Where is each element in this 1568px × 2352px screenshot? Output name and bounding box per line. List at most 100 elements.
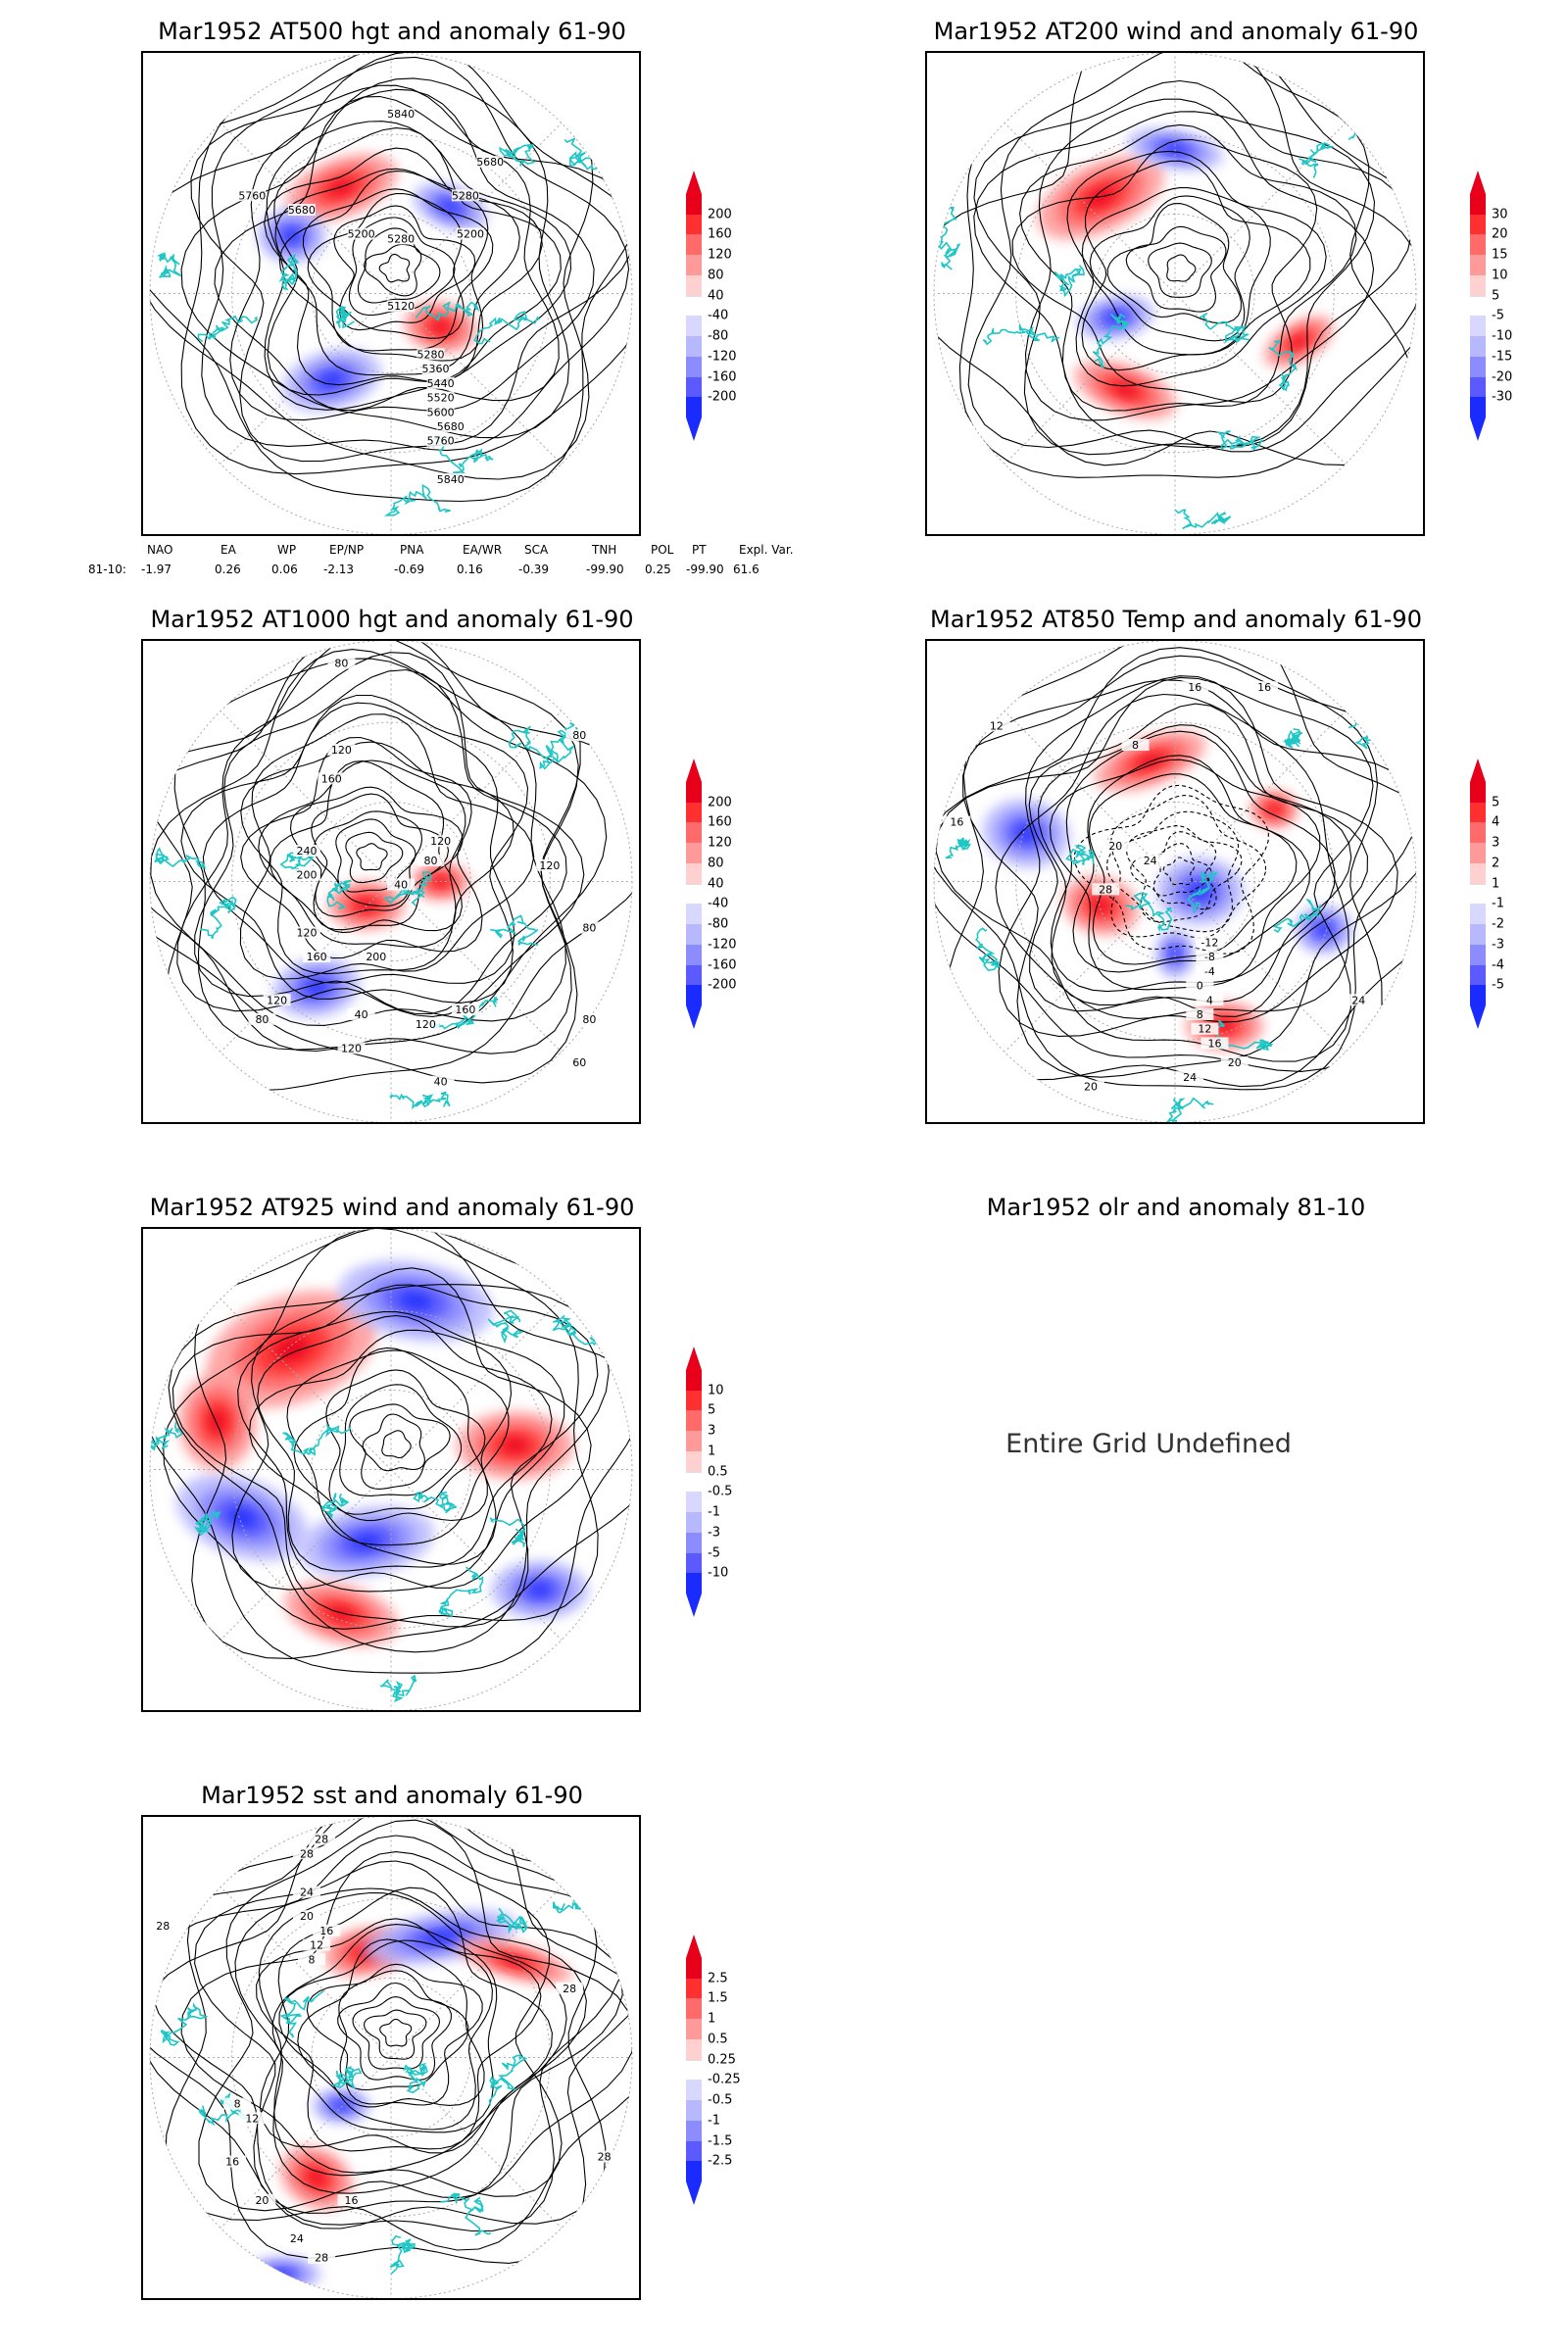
contour-line — [356, 843, 388, 871]
colorbar-at1000: 200 160 120 80 40 -40 -80 -120 -160 -200 — [686, 759, 737, 1029]
colorbar-label: 1 — [708, 1444, 716, 1459]
colorbar-label: -5 — [1492, 977, 1504, 993]
contour-line — [239, 713, 535, 980]
latitude-circle — [1015, 133, 1335, 454]
contour-label: 80 — [334, 658, 348, 670]
contour-label-bg — [476, 155, 505, 168]
contour-label: 5840 — [437, 473, 465, 486]
coastline — [389, 2234, 416, 2275]
colorbar-segment — [686, 2080, 702, 2101]
contour-label: 5120 — [387, 300, 415, 313]
longitude-line — [1174, 710, 1347, 882]
colorbar-segment — [686, 2019, 702, 2040]
colorbar-segment — [686, 356, 702, 378]
contour-label-bg — [426, 406, 455, 418]
contour-label-bg — [426, 1075, 455, 1088]
colorbar-segment — [1470, 316, 1486, 337]
index-header: EP/NP — [329, 543, 365, 557]
negative-anomaly-shade — [1170, 948, 1180, 959]
colorbar-label: -160 — [708, 369, 737, 385]
positive-anomaly-shade — [328, 179, 355, 196]
contour-line — [338, 1970, 469, 2091]
colorbar-segment — [686, 274, 702, 297]
streamline — [172, 1284, 599, 1628]
streamline — [237, 1311, 565, 1592]
contour-label-bg — [387, 232, 416, 245]
contour-line — [306, 1963, 483, 2106]
contour-label: 5280 — [387, 232, 415, 245]
contour-label-bg — [282, 2232, 311, 2245]
contour-line — [311, 793, 450, 917]
colorbar-at850: 5 4 3 2 1 -1 -2 -3 -4 -5 — [1470, 759, 1504, 1029]
contour-label: 5760 — [238, 189, 266, 202]
contour-label-bg — [421, 363, 450, 375]
contour-label: 5520 — [427, 392, 455, 405]
contour-line — [313, 810, 423, 907]
colorbar-label: -5 — [708, 1545, 720, 1561]
index-header: POL — [651, 543, 674, 557]
contour-label: 12 — [310, 1939, 323, 1952]
colorbar-segment — [1470, 843, 1486, 864]
colorbar-segment — [686, 1512, 702, 1534]
colorbar-segment — [1470, 214, 1486, 235]
contour-label-bg — [436, 472, 465, 485]
contour-line — [201, 56, 630, 452]
contour-label-bg — [1250, 681, 1279, 694]
contour-label-bg — [219, 2155, 247, 2168]
streamline — [362, 1413, 425, 1472]
contour-label-bg — [313, 1924, 341, 1936]
contour-label-bg — [426, 835, 455, 848]
colorbar-label: 5 — [708, 1402, 716, 1418]
colorbar-at500: 200 160 120 80 40 -40 -80 -120 -160 -200 — [686, 171, 737, 441]
contour-label-bg — [1092, 883, 1120, 896]
contour-label-bg — [292, 926, 320, 939]
contour-label-bg — [223, 2097, 252, 2110]
latitude-circle — [231, 1309, 551, 1630]
contour-line — [1152, 843, 1212, 897]
index-header: EA — [220, 543, 236, 557]
contour-line — [150, 641, 579, 1054]
colorbar-label: -30 — [1492, 389, 1513, 405]
contour-label-bg — [303, 951, 331, 963]
coastline — [490, 914, 539, 947]
colorbar-min-arrow — [686, 1593, 702, 1617]
contour-line — [1105, 810, 1240, 933]
coastline — [1174, 509, 1232, 530]
panel-title-at925: Mar1952 AT925 wind and anomaly 61-90 — [149, 1194, 635, 1221]
longitude-line — [1174, 881, 1347, 1053]
contour-line — [274, 168, 520, 376]
contour-label: 16 — [319, 1925, 333, 1937]
contour-label-bg — [456, 227, 484, 240]
colorbar-segment — [686, 1532, 702, 1554]
contour-line — [962, 679, 1416, 1078]
colorbar-label: -4 — [1492, 957, 1504, 973]
colorbar-label: 2.5 — [708, 1971, 728, 1986]
colorbar-label: -80 — [708, 328, 729, 344]
colorbar-label: 1 — [1492, 876, 1500, 892]
colorbar-sst: 2.5 1.5 1 0.5 0.25 -0.25 -0.5 -1 -1.5 -2.5 — [686, 1935, 741, 2205]
contour-label-bg — [565, 1056, 594, 1069]
colorbar-segment — [686, 2120, 702, 2142]
contour-label: 16 — [1257, 681, 1271, 694]
contour-line — [364, 243, 422, 297]
latitude-circle — [231, 1897, 551, 2218]
longitude-line — [220, 881, 392, 1053]
coastline — [550, 717, 584, 764]
colorbar-label: -40 — [708, 896, 729, 911]
contour-label-bg — [347, 1007, 375, 1020]
contour-label: 120 — [331, 744, 352, 757]
colorbar-segment — [686, 2140, 702, 2162]
contour-label-bg — [565, 729, 594, 742]
index-value: -2.13 — [323, 563, 355, 576]
colorbar-segment — [1470, 782, 1486, 804]
contour-line — [333, 205, 476, 331]
map-frame-at1000: 80 120 160 240 200 120 80 40 120 160 200 120 80 40 120… — [141, 639, 641, 1124]
contour-line — [934, 647, 1383, 1072]
contour-label-bg — [337, 2193, 366, 2206]
coastline — [320, 1493, 350, 1519]
colorbar-at200: 30 20 15 10 5 -5 -10 -15 -20 -30 — [1470, 171, 1512, 441]
panel-title-at850: Mar1952 AT850 Temp and anomaly 61-90 — [930, 606, 1422, 633]
colorbar-label: 1 — [708, 2011, 716, 2027]
streamline — [1148, 242, 1212, 298]
colorbar-segment — [1470, 822, 1486, 844]
